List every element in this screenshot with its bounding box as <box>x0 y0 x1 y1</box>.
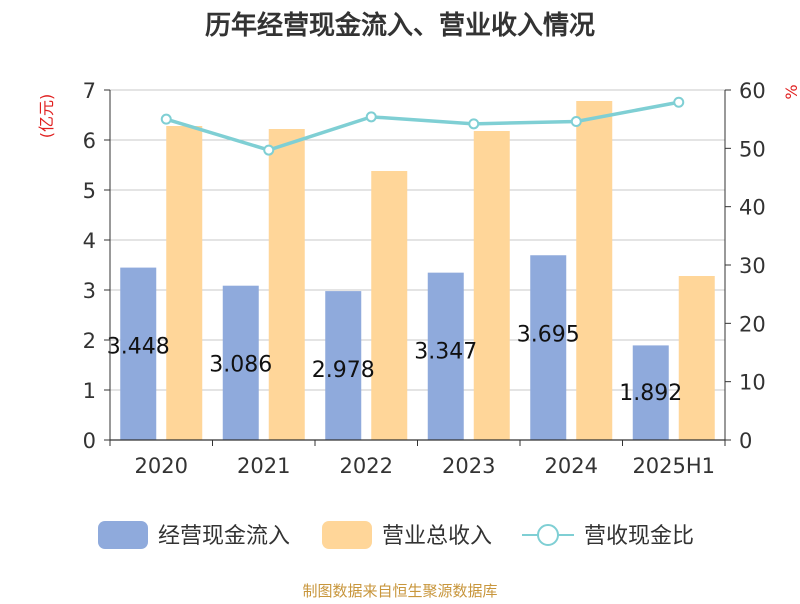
y-right-tick-label: 60 <box>739 79 766 103</box>
x-tick-label: 2021 <box>237 454 290 478</box>
line-point[interactable] <box>263 144 275 156</box>
legend[interactable]: 经营现金流入 营业总收入 营收现金比 <box>98 521 694 549</box>
x-tick-label: 2025H1 <box>632 454 715 478</box>
y-left-tick-label: 6 <box>83 129 96 153</box>
bar-cash-inflow[interactable] <box>632 345 669 440</box>
bar-cash-inflow[interactable] <box>222 285 259 440</box>
bar-revenue[interactable] <box>166 126 203 440</box>
bar-revenue[interactable] <box>576 101 613 440</box>
line-point[interactable] <box>673 96 685 108</box>
legend-item-revenue[interactable]: 营业总收入 <box>322 521 492 549</box>
legend-marker <box>537 524 559 546</box>
y-left-tick-label: 2 <box>83 329 96 353</box>
line-point[interactable] <box>468 118 480 130</box>
y-left-tick-label: 4 <box>83 229 96 253</box>
bar-cash-inflow[interactable] <box>427 272 464 440</box>
chart-title: 历年经营现金流入、营业收入情况 <box>205 10 595 41</box>
legend-item-cash-inflow[interactable]: 经营现金流入 <box>98 521 290 549</box>
bar-cash-inflow[interactable] <box>120 267 157 440</box>
line-point[interactable] <box>570 116 582 127</box>
bar-value-label: 3.347 <box>414 340 477 365</box>
bars-layer <box>120 101 715 440</box>
axes-layer: 0 1 2 3 4 5 6 7 0 10 20 30 40 50 60 2020 2021 2022 2023 202… <box>83 79 766 478</box>
y-left-tick-label: 5 <box>83 179 96 203</box>
bar-revenue[interactable] <box>678 276 715 440</box>
legend-swatch <box>322 521 372 549</box>
y-right-tick-label: 50 <box>739 137 766 161</box>
legend-label: 营收现金比 <box>584 524 694 549</box>
legend-label: 营业总收入 <box>382 524 492 549</box>
x-tick-label: 2022 <box>340 454 393 478</box>
y-right-tick-label: 10 <box>739 371 766 395</box>
y-right-tick-label: 30 <box>739 254 766 278</box>
x-tick-label: 2020 <box>135 454 188 478</box>
legend-item-ratio[interactable]: 营收现金比 <box>522 524 694 549</box>
y-right-unit-label: % <box>782 84 800 99</box>
line-point[interactable] <box>365 111 377 123</box>
bar-revenue[interactable] <box>268 129 305 440</box>
line-layer <box>160 96 685 156</box>
y-left-tick-label: 3 <box>83 279 96 303</box>
bar-value-label: 3.086 <box>209 353 272 378</box>
y-right-tick-label: 20 <box>739 312 766 336</box>
bar-value-label: 1.892 <box>619 381 682 406</box>
x-tick-label: 2024 <box>545 454 598 478</box>
bar-revenue[interactable] <box>473 131 510 440</box>
y-left-tick-label: 0 <box>83 429 96 453</box>
bar-value-label: 3.448 <box>107 335 170 360</box>
legend-label: 经营现金流入 <box>158 524 290 549</box>
bar-cash-inflow[interactable] <box>325 291 362 440</box>
y-left-unit-label: (亿元) <box>37 94 56 139</box>
y-right-tick-label: 40 <box>739 196 766 220</box>
x-tick-label: 2023 <box>442 454 495 478</box>
y-right-tick-label: 0 <box>739 429 752 453</box>
bar-cash-inflow[interactable] <box>530 255 567 440</box>
bar-labels-layer: 3.448 3.086 2.978 3.347 3.695 1.892 <box>107 322 682 406</box>
bar-value-label: 2.978 <box>312 358 375 383</box>
y-left-tick-label: 7 <box>83 79 96 103</box>
line-ratio <box>165 100 680 152</box>
line-point[interactable] <box>160 113 172 125</box>
bar-value-label: 3.695 <box>517 322 580 347</box>
grid-lines <box>110 89 725 391</box>
bar-revenue[interactable] <box>371 171 408 440</box>
y-left-tick-label: 1 <box>83 379 96 403</box>
source-note: 制图数据来自恒生聚源数据库 <box>302 582 497 600</box>
legend-swatch <box>98 521 148 549</box>
